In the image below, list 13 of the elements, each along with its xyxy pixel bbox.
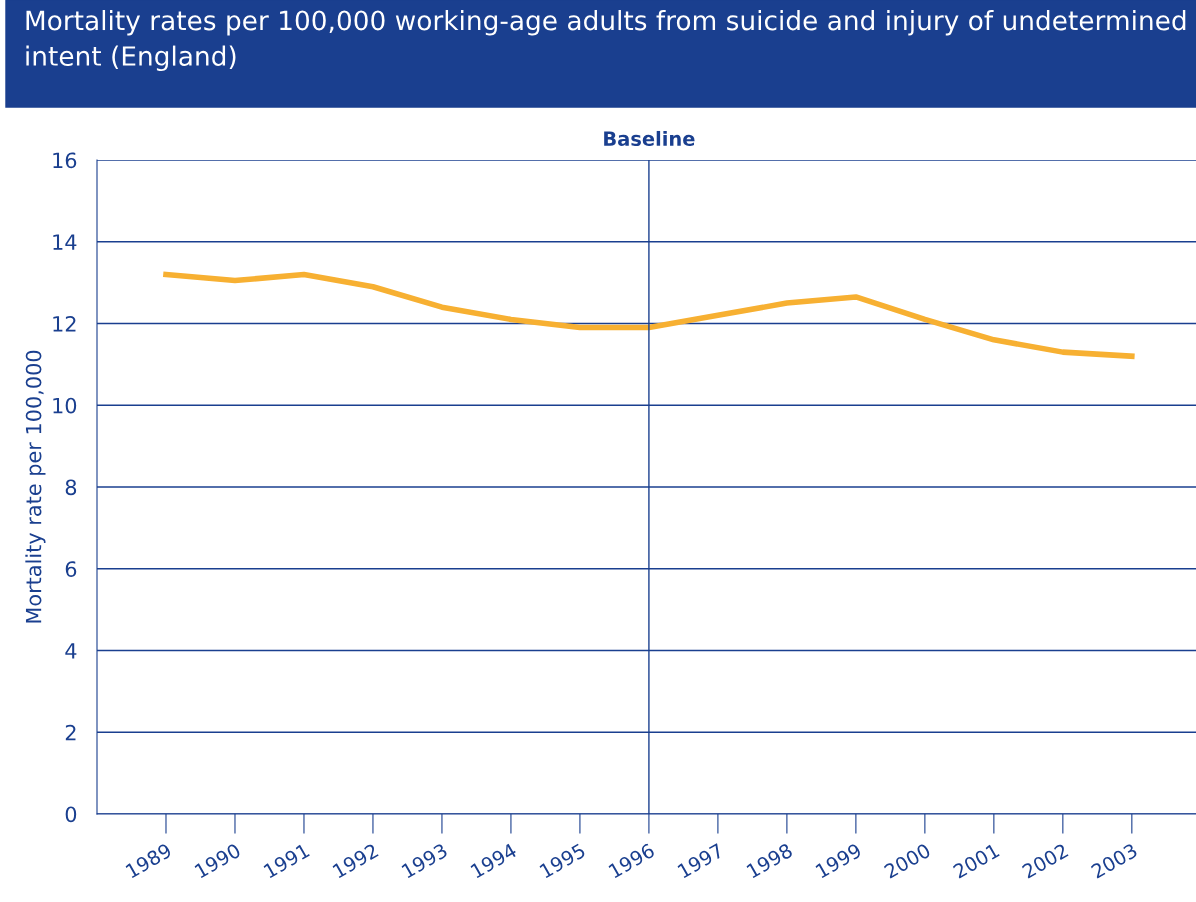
y-tick-label: 2 [65, 724, 76, 741]
y-tick-label: 16 [53, 152, 77, 169]
y-tick-label: 12 [53, 315, 76, 332]
y-tick-label: 4 [65, 643, 77, 659]
chart-title: Mortality rates per 100,000 working-age adults from suicide and injury of undetermined intent (England) [26, 10, 1186, 72]
x-tick-label: 1991 [263, 842, 310, 879]
y-axis-title: Mortality rate per 100,000 [25, 350, 46, 623]
y-tick-label: 14 [53, 234, 77, 250]
y-tick-label: 10 [53, 397, 77, 414]
y-tick-label: 0 [65, 806, 77, 823]
ref-line-label: Baseline [604, 130, 695, 147]
y-tick-label: 8 [65, 479, 77, 496]
y-tick-label: 6 [65, 561, 77, 577]
